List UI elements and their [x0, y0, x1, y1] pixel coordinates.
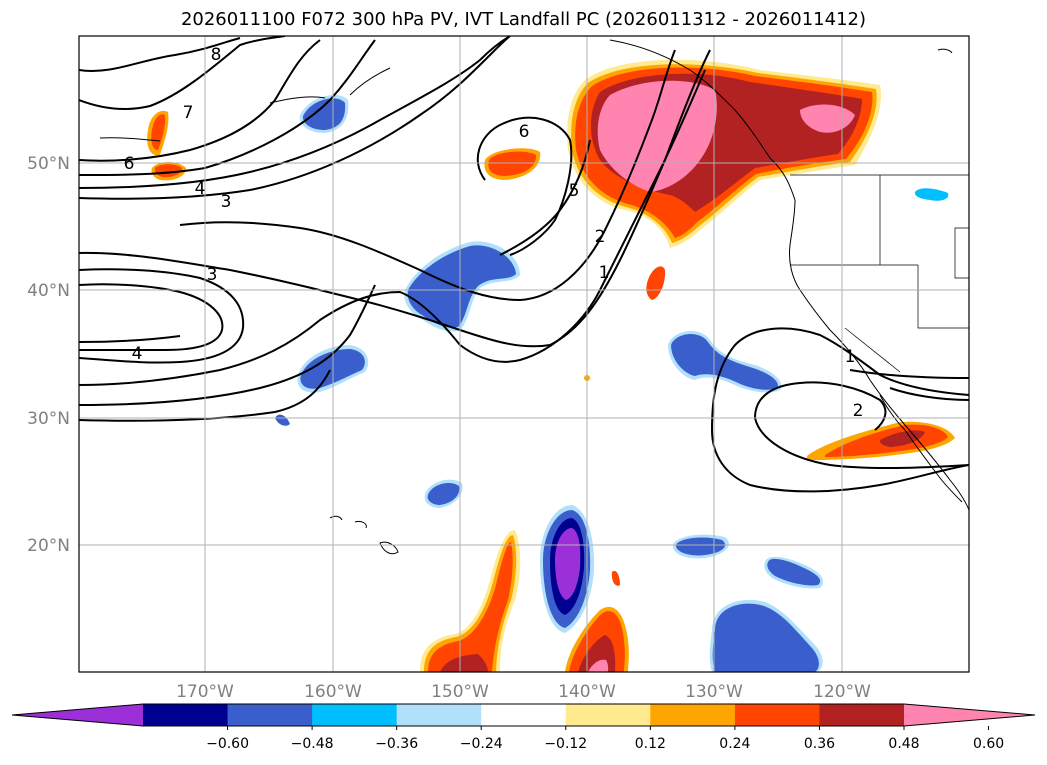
contour-label: 2 — [595, 227, 606, 247]
contour-label: 5 — [569, 181, 580, 201]
colorbar-segment — [565, 704, 651, 726]
colorbar-tick-label: −0.12 — [544, 736, 587, 752]
contour-label: 3 — [221, 192, 232, 212]
colorbar-tick-label: 0.12 — [635, 736, 666, 752]
contour-label: 8 — [211, 45, 222, 65]
colorbar-segment — [734, 704, 820, 726]
coastlines — [99, 39, 969, 555]
gridlines — [79, 36, 969, 672]
lon-label-140w: 140°W — [558, 682, 616, 702]
colorbar-segment — [819, 704, 905, 726]
contour-label: 1 — [599, 263, 610, 283]
colorbar-tick-label: −0.36 — [375, 736, 418, 752]
colorbar-extend-low — [12, 704, 143, 726]
colorbar-tick-label: 0.36 — [804, 736, 835, 752]
colorbar-extend-high — [904, 704, 1035, 726]
colorbar-tick-label: −0.24 — [460, 736, 503, 752]
contour-label: 3 — [207, 265, 218, 285]
colorbar-outline — [11, 703, 1036, 727]
contour-label: 4 — [195, 179, 206, 199]
colorbar-segment — [312, 704, 398, 726]
colorbar-segment — [227, 704, 313, 726]
contour-label: 6 — [519, 122, 530, 142]
colorbar-tick-label: 0.60 — [973, 736, 1004, 752]
lat-label-30n: 30°N — [27, 409, 70, 429]
longitude-labels: 170°W 160°W 150°W 140°W 130°W 120°W — [176, 682, 871, 702]
colorbar-segment — [143, 704, 229, 726]
colorbar-tick-label: 0.48 — [888, 736, 919, 752]
colorbar: −0.60 −0.48 −0.36 −0.24 −0.12 0.12 0.24 0.36 0.4… — [11, 703, 1036, 752]
lat-label-40n: 40°N — [27, 281, 70, 301]
lat-label-20n: 20°N — [27, 536, 70, 556]
colorbar-segment — [396, 704, 482, 726]
contour-label: 6 — [124, 154, 135, 174]
colorbar-tick-label: 0.24 — [719, 736, 750, 752]
map-frame — [78, 35, 970, 673]
lon-label-120w: 120°W — [813, 682, 871, 702]
colorbar-segment — [481, 704, 567, 726]
latitude-labels: 50°N 40°N 30°N 20°N — [27, 154, 70, 556]
lon-label-160w: 160°W — [304, 682, 362, 702]
lon-label-170w: 170°W — [176, 682, 234, 702]
contour-label: 4 — [132, 344, 143, 364]
colorbar-segment — [650, 704, 736, 726]
colorbar-tick-label: −0.60 — [206, 736, 249, 752]
map-title: 2026011100 F072 300 hPa PV, IVT Landfall… — [180, 9, 867, 30]
lon-label-150w: 150°W — [431, 682, 489, 702]
contour-label: 2 — [853, 401, 864, 421]
contour-labels: 8 7 6 4 3 3 4 6 5 2 1 1 2 — [124, 45, 864, 421]
lon-label-130w: 130°W — [685, 682, 743, 702]
colorbar-tick-label: −0.48 — [291, 736, 334, 752]
contour-label: 7 — [183, 103, 194, 123]
contour-label: 1 — [845, 347, 856, 367]
map-field — [79, 36, 969, 672]
state-borders — [790, 174, 969, 373]
lat-label-50n: 50°N — [27, 154, 70, 174]
